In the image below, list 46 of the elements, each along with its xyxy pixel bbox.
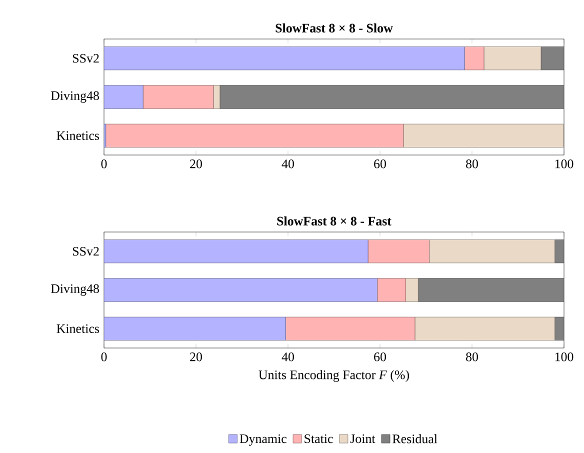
y-tick-label: Diving48 [50, 91, 99, 103]
bar [540, 46, 564, 70]
bar [414, 316, 556, 340]
x-tick-label: 0 [101, 160, 107, 168]
x-tick-label: 100 [555, 160, 574, 168]
legend-label: Joint [350, 434, 376, 444]
bar [104, 278, 378, 302]
bar [406, 278, 418, 302]
bar [106, 124, 404, 148]
x-axis-title: Units Encoding Factor F (%) [258, 370, 410, 382]
bar [220, 85, 564, 109]
y-tick-label: Diving48 [50, 284, 99, 296]
bar [104, 316, 286, 340]
legend-label: Dynamic [240, 434, 286, 446]
bar [554, 240, 564, 264]
chart-title: SlowFast 8 × 8 - Fast [277, 216, 392, 226]
chart-title: SlowFast 8 × 8 - Slow [276, 23, 393, 32]
x-tick-label: 80 [466, 160, 478, 168]
x-tick-label: 20 [190, 160, 202, 168]
legend-label: Residual [392, 434, 438, 444]
y-tick-label: SSv2 [72, 246, 99, 256]
x-tick-label: 20 [190, 352, 202, 362]
x-tick-label: 60 [374, 352, 386, 362]
bar [429, 240, 556, 264]
y-tick-label: Kinetics [56, 324, 100, 334]
y-tick-label: Kinetics [56, 131, 100, 140]
bar [286, 316, 416, 340]
bar [403, 124, 564, 148]
bar [554, 316, 564, 340]
bar [484, 46, 542, 70]
bar [377, 278, 406, 302]
bar [104, 240, 368, 264]
y-tick-label: SSv2 [72, 54, 99, 63]
bar [464, 46, 484, 70]
bar [142, 85, 214, 109]
x-tick-label: 40 [282, 352, 294, 362]
x-tick-label: 0 [101, 352, 107, 362]
bar [104, 85, 144, 109]
legend-label: Static [304, 434, 333, 444]
x-tick-label: 40 [282, 160, 294, 168]
bar [368, 240, 430, 264]
x-tick-label: 100 [555, 352, 574, 362]
bar [104, 46, 465, 70]
bar [418, 278, 564, 302]
x-tick-label: 60 [374, 160, 386, 168]
x-tick-label: 80 [466, 352, 478, 362]
